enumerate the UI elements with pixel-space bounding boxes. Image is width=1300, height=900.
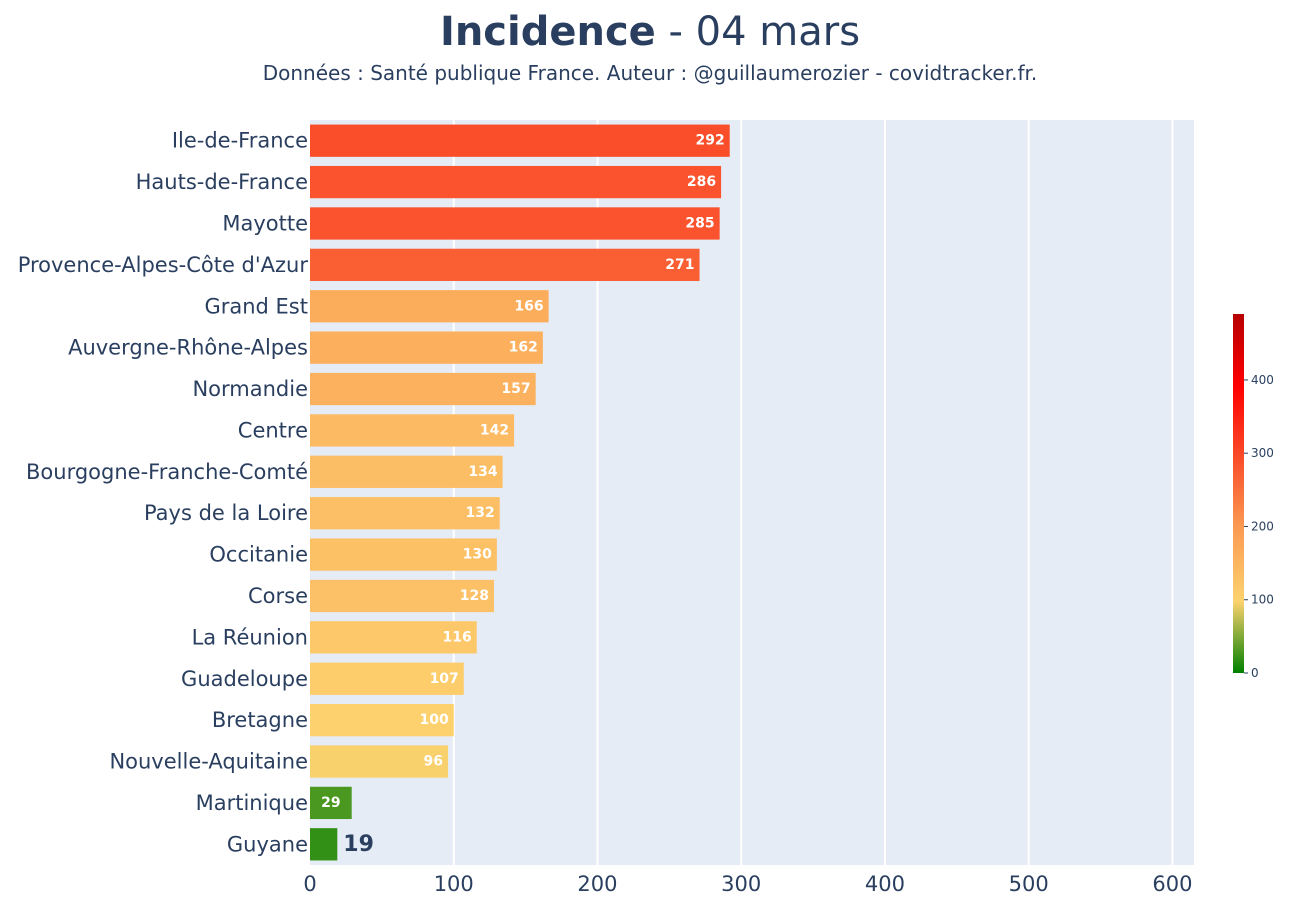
colorbar-tick-label: 0 (1251, 666, 1259, 680)
x-tick-label: 100 (434, 872, 474, 896)
x-tick-label: 400 (865, 872, 905, 896)
gridlines (452, 120, 1174, 865)
bar-value-label: 96 (424, 754, 443, 770)
bar-3 (310, 248, 700, 282)
bar-value-label: 271 (665, 257, 694, 273)
plot-area (310, 120, 1194, 865)
category-label: Occitanie (209, 543, 308, 567)
colorbar-gradient (1233, 314, 1244, 673)
category-label: Guyane (227, 832, 308, 856)
category-label: Nouvelle-Aquitaine (109, 750, 308, 774)
bar-value-label: 29 (321, 795, 340, 811)
category-label: Pays de la Loire (144, 501, 308, 525)
x-tick-label: 200 (577, 872, 617, 896)
bar-value-label: 166 (514, 298, 543, 314)
category-label: Corse (248, 584, 308, 608)
category-label: Grand Est (204, 294, 308, 318)
colorbar: 0 100 200 300 400 (1233, 314, 1274, 680)
bar-value-label: 128 (460, 588, 489, 604)
x-tick-label: 600 (1152, 872, 1192, 896)
bar-value-label: 157 (501, 381, 530, 397)
chart-title-date: - 04 mars (655, 9, 861, 55)
bar-11 (310, 579, 494, 613)
x-axis-ticks: 0 100 200 300 400 500 600 (303, 872, 1192, 896)
category-label: Centre (238, 418, 308, 442)
bar-14 (310, 703, 454, 737)
chart-title-main: Incidence (439, 9, 656, 55)
bars: 292 286 285 271 166 162 157 142 134 132 130 128 116 1… (310, 124, 730, 861)
bar-value-label: 142 (480, 422, 509, 438)
bar-0 (310, 124, 730, 157)
category-label: Martinique (196, 791, 308, 815)
category-label: Mayotte (222, 211, 308, 235)
category-label: Provence-Alpes-Côte d'Azur (18, 253, 309, 277)
bar-value-label: 134 (468, 464, 497, 480)
bar-value-label: 116 (443, 629, 472, 645)
bar-value-label: 100 (420, 712, 449, 728)
category-label: Normandie (192, 377, 308, 401)
x-tick-label: 500 (1009, 872, 1049, 896)
bar-value-label: 132 (466, 505, 495, 521)
bar-10 (310, 538, 497, 571)
chart-title: Incidence - 04 mars (0, 6, 1300, 58)
bar-12 (310, 621, 477, 654)
chart-subtitle: Données : Santé publique France. Auteur … (262, 61, 1038, 85)
bar-17 (310, 828, 338, 861)
bar-13 (310, 662, 464, 695)
bar-6 (310, 372, 536, 406)
bar-8 (310, 455, 503, 488)
bar-value-label: 19 (343, 832, 374, 857)
bar-4 (310, 290, 549, 323)
bar-value-label: 292 (695, 133, 724, 149)
bar-1 (310, 165, 722, 199)
x-tick-label: 0 (303, 872, 316, 896)
colorbar-tick-label: 300 (1251, 446, 1274, 460)
colorbar-tick-label: 100 (1251, 593, 1274, 607)
bar-16 (310, 786, 352, 820)
category-label: La Réunion (192, 625, 308, 649)
colorbar-tick-label: 400 (1251, 373, 1274, 387)
bar-5 (310, 331, 543, 364)
category-label: Hauts-de-France (136, 170, 308, 194)
colorbar-tick-label: 200 (1251, 519, 1274, 533)
bar-9 (310, 497, 500, 530)
bar-value-label: 162 (509, 340, 538, 356)
category-label: Bretagne (212, 708, 308, 732)
bar-value-label: 130 (463, 547, 492, 563)
category-label: Auvergne-Rhône-Alpes (68, 336, 308, 360)
bar-15 (310, 745, 448, 778)
x-tick-label: 300 (721, 872, 761, 896)
category-label: Ile-de-France (172, 129, 308, 153)
bar-7 (310, 414, 515, 447)
bar-2 (310, 207, 720, 240)
bar-value-label: 285 (685, 215, 714, 231)
bar-value-label: 107 (430, 671, 459, 687)
bar-value-label: 286 (687, 174, 716, 190)
category-labels: Ile-de-France Hauts-de-France Mayotte Prove… (18, 129, 309, 857)
category-label: Guadeloupe (181, 667, 308, 691)
category-label: Bourgogne-Franche-Comté (26, 460, 308, 484)
